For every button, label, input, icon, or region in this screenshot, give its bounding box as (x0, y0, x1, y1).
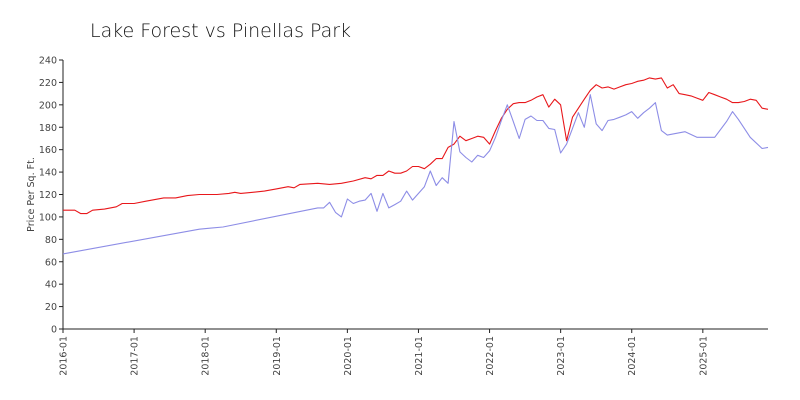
axes (62, 60, 768, 330)
y-axis-ticks: 0 20 40 60 80 100 120 140 160 180 200 220 240 (39, 56, 63, 336)
y-tick-label: 20 (45, 302, 57, 313)
series-line-1 (63, 77, 769, 215)
y-tick-label: 120 (39, 190, 57, 201)
x-tick-label: 2019-01 (272, 336, 283, 376)
y-axis-label: Price Per Sq. Ft. (26, 157, 37, 232)
x-tick-label: 2020-01 (343, 336, 354, 376)
x-axis-ticks: 2016-01 2017-01 2018-01 2019-01 2020-01 2021-… (59, 329, 709, 376)
series-line-2 (62, 94, 769, 255)
x-tick-label: 2018-01 (201, 336, 212, 376)
x-tick-label: 2022-01 (485, 336, 496, 376)
y-tick-label: 160 (39, 145, 57, 156)
y-tick-label: 240 (39, 56, 57, 67)
x-tick-label: 2023-01 (556, 336, 567, 376)
y-tick-label: 200 (39, 100, 57, 111)
series-lines (62, 77, 769, 255)
x-tick-label: 2016-01 (59, 336, 70, 376)
x-tick-label: 2021-01 (414, 336, 425, 376)
y-tick-label: 100 (39, 212, 57, 223)
y-tick-label: 60 (45, 257, 57, 268)
x-tick-label: 2017-01 (130, 336, 141, 376)
y-tick-label: 220 (39, 78, 57, 89)
x-tick-label: 2024-01 (627, 336, 638, 376)
y-tick-label: 140 (39, 168, 57, 179)
y-tick-label: 0 (51, 325, 57, 336)
y-tick-label: 80 (45, 235, 57, 246)
chart-title: Lake Forest vs Pinellas Park (90, 20, 352, 42)
x-tick-label: 2025-01 (698, 336, 709, 376)
y-tick-label: 40 (45, 280, 57, 291)
y-tick-label: 180 (39, 123, 57, 134)
